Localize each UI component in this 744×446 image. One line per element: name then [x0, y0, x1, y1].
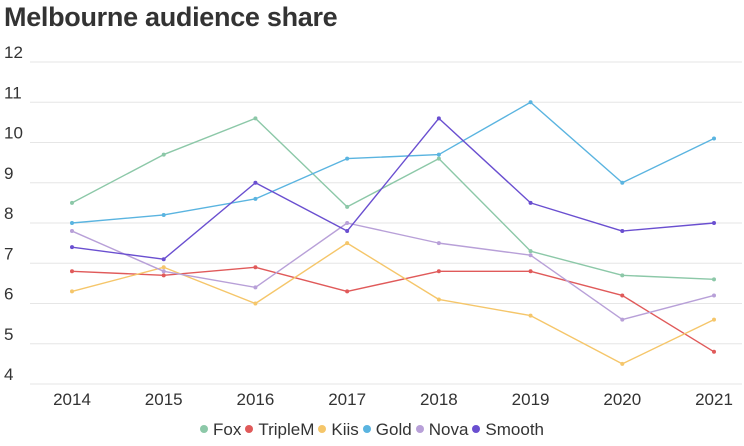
series-line-smooth — [71, 117, 715, 260]
data-point-kiis — [161, 265, 166, 270]
legend-item-nova: Nova — [415, 420, 469, 440]
y-tick-label: 10 — [4, 124, 23, 143]
data-point-fox — [161, 152, 166, 157]
data-point-kiis — [436, 297, 441, 302]
data-point-triplem — [712, 349, 716, 354]
data-point-gold — [712, 136, 716, 141]
x-tick-label: 2018 — [420, 390, 458, 409]
legend-label: Nova — [428, 420, 469, 439]
y-tick-label: 7 — [4, 244, 13, 263]
y-tick-label: 8 — [4, 204, 13, 223]
x-tick-label: 2016 — [237, 390, 275, 409]
data-point-fox — [345, 204, 350, 209]
legend-label: Kiis — [331, 420, 359, 439]
y-tick-label: 12 — [4, 43, 23, 62]
data-point-kiis — [345, 241, 350, 246]
y-axis-ticks: 12 11 10 9 8 7 6 5 4 — [4, 43, 23, 384]
data-point-fox — [528, 249, 533, 254]
series-line-gold — [71, 101, 715, 224]
data-point-fox — [253, 116, 258, 121]
data-point-fox — [70, 200, 74, 205]
data-point-kiis — [528, 313, 533, 318]
series-line-triplem — [71, 266, 715, 353]
legend-item-gold: Gold — [362, 420, 412, 440]
data-point-kiis — [620, 361, 625, 366]
series-line-fox — [71, 117, 715, 281]
data-point-gold — [436, 152, 441, 157]
legend-label: TripleM — [258, 420, 315, 439]
data-point-smooth — [161, 257, 166, 262]
x-tick-label: 2021 — [695, 390, 733, 409]
data-point-gold — [161, 212, 166, 217]
y-tick-label: 9 — [4, 164, 13, 183]
y-tick-label: 6 — [4, 285, 13, 304]
data-point-triplem — [161, 273, 166, 278]
line-chart: 12 11 10 9 8 7 6 5 4 2014 2015 2016 2017 2018 2019 202… — [4, 43, 742, 409]
legend-item-fox: Fox — [200, 420, 241, 440]
legend-label: Fox — [213, 420, 242, 439]
data-point-gold — [70, 221, 74, 225]
data-point-triplem — [345, 289, 350, 294]
legend-swatch — [245, 424, 254, 433]
data-point-triplem — [70, 269, 74, 274]
x-tick-label: 2019 — [512, 390, 550, 409]
legend-swatch — [318, 424, 327, 433]
legend-swatch — [362, 424, 371, 433]
data-point-gold — [528, 100, 533, 105]
series-lines — [71, 101, 715, 365]
y-tick-label: 4 — [4, 365, 13, 384]
data-point-smooth — [70, 245, 74, 250]
series-line-nova — [71, 222, 715, 321]
legend-item-triplem: TripleM — [245, 420, 314, 440]
data-point-smooth — [253, 180, 258, 185]
data-point-fox — [620, 273, 625, 278]
legend-swatch — [472, 424, 481, 433]
data-point-gold — [620, 180, 625, 185]
data-point-gold — [345, 156, 350, 161]
data-point-nova — [712, 293, 716, 298]
data-point-smooth — [436, 116, 441, 121]
data-point-nova — [620, 317, 625, 322]
y-tick-label: 5 — [4, 325, 13, 344]
x-tick-label: 2020 — [603, 390, 641, 409]
data-point-kiis — [70, 289, 74, 294]
data-point-triplem — [253, 265, 258, 270]
y-tick-label: 11 — [4, 83, 22, 102]
data-point-triplem — [620, 293, 625, 298]
legend-label: Smooth — [485, 420, 544, 439]
legend-label: Gold — [375, 420, 412, 439]
x-tick-label: 2017 — [328, 390, 366, 409]
x-tick-label: 2015 — [145, 390, 183, 409]
x-axis-ticks: 2014 2015 2016 2017 2018 2019 2020 2021 — [53, 390, 733, 409]
data-point-nova — [253, 285, 258, 290]
data-point-nova — [436, 241, 441, 246]
legend-swatch — [415, 424, 424, 433]
data-point-smooth — [528, 200, 533, 205]
data-point-gold — [253, 196, 258, 201]
legend: Fox TripleM Kiis Gold Nova Smooth — [0, 420, 744, 440]
data-point-smooth — [712, 221, 716, 225]
data-point-nova — [70, 229, 74, 234]
gridlines — [30, 61, 742, 385]
data-point-kiis — [253, 301, 258, 306]
data-point-smooth — [620, 229, 625, 234]
data-point-fox — [712, 277, 716, 282]
chart-title: Melbourne audience share — [4, 2, 338, 32]
legend-swatch — [200, 424, 208, 433]
legend-item-kiis: Kiis — [318, 420, 359, 440]
data-point-triplem — [436, 269, 441, 274]
data-point-nova — [528, 253, 533, 258]
data-point-kiis — [712, 317, 716, 322]
x-tick-label: 2014 — [53, 390, 91, 409]
data-point-nova — [161, 269, 166, 274]
data-point-smooth — [345, 229, 350, 234]
data-point-nova — [345, 221, 350, 225]
series-points — [70, 100, 716, 366]
legend-item-smooth: Smooth — [472, 420, 544, 440]
data-point-fox — [436, 156, 441, 161]
data-point-triplem — [528, 269, 533, 274]
